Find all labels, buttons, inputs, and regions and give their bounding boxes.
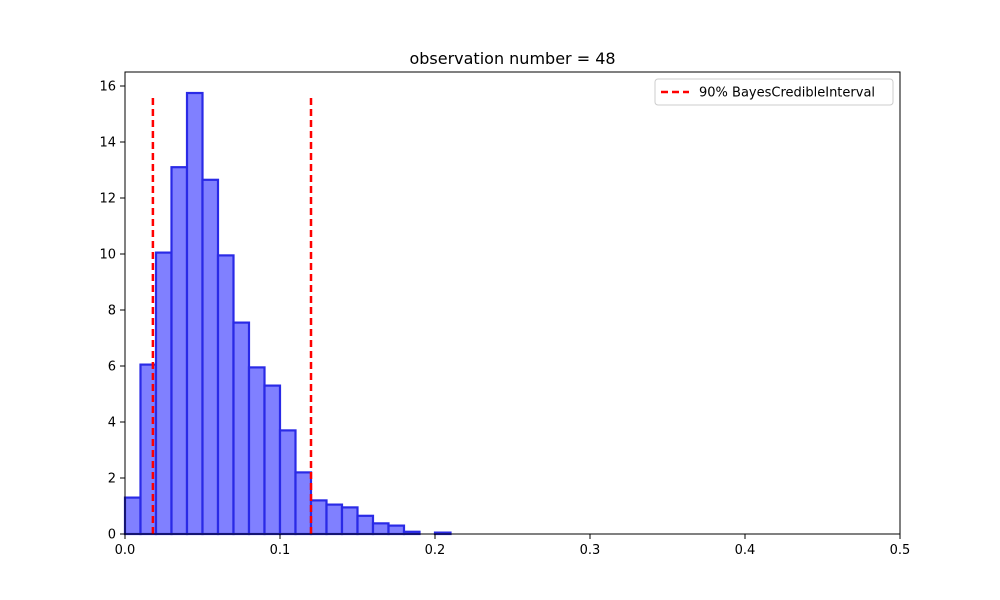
- histogram-bar: [309, 499, 328, 536]
- chart-title: observation number = 48: [409, 49, 615, 68]
- y-ticks: 0 2 4 6 8 10 12 14 16: [99, 80, 125, 543]
- histogram-bar: [201, 178, 220, 536]
- x-tick-label: 0.0: [115, 543, 136, 558]
- x-tick-label: 0.3: [580, 543, 601, 558]
- histogram-bar: [123, 496, 142, 536]
- y-tick-label: 14: [99, 136, 116, 151]
- axes-frame: [124, 71, 901, 535]
- legend-label: 90% BayesCredibleInterval: [699, 86, 875, 101]
- x-tick-label: 0.1: [270, 543, 291, 558]
- interval-lines-layer: [151, 95, 313, 534]
- x-tick-label: 0.5: [890, 543, 911, 558]
- histogram-bar: [232, 321, 251, 536]
- axes-layer: [124, 71, 901, 535]
- histogram-bar: [325, 503, 344, 536]
- histogram-bar: [263, 384, 282, 536]
- bars-layer: [123, 91, 452, 536]
- histogram-bar: [387, 524, 406, 536]
- histogram-bar: [170, 166, 189, 536]
- y-tick-label: 6: [108, 360, 116, 375]
- y-tick-label: 12: [99, 192, 116, 207]
- legend: 90% BayesCredibleInterval: [654, 78, 894, 106]
- histogram-bar: [340, 506, 359, 536]
- histogram-bar: [356, 514, 375, 536]
- histogram-bar: [216, 254, 235, 536]
- y-tick-label: 16: [99, 80, 116, 95]
- y-tick-label: 8: [108, 304, 116, 319]
- x-tick-label: 0.2: [425, 543, 446, 558]
- x-ticks: 0.0 0.1 0.2 0.3 0.4 0.5: [115, 534, 911, 558]
- histogram-bar: [185, 91, 204, 536]
- x-tick-label: 0.4: [735, 543, 756, 558]
- y-tick-label: 0: [108, 528, 116, 543]
- legend-box: [654, 78, 894, 106]
- histogram-bar: [278, 429, 297, 536]
- y-tick-label: 10: [99, 248, 116, 263]
- histogram-bar: [371, 522, 390, 536]
- histogram-bar: [294, 471, 313, 536]
- y-tick-label: 2: [108, 472, 116, 487]
- histogram-bar: [247, 366, 266, 536]
- histogram-bar: [154, 251, 173, 536]
- y-tick-label: 4: [108, 416, 116, 431]
